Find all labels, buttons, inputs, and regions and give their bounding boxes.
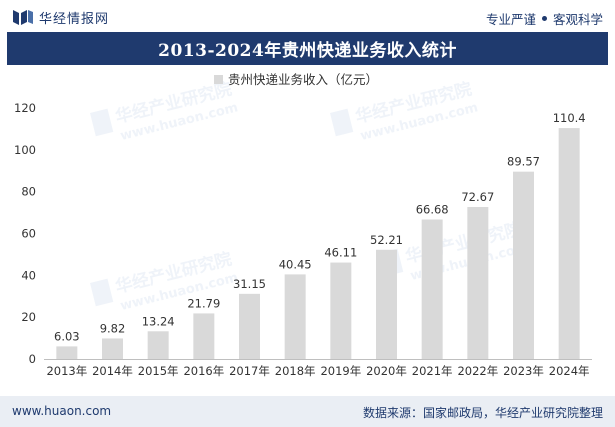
bar xyxy=(375,249,398,359)
footer: www.huaon.com 数据来源：国家邮政局，华经产业研究院整理 xyxy=(0,396,615,427)
x-tick-label: 2022年 xyxy=(457,364,498,378)
bar xyxy=(193,313,215,359)
y-tick-label: 0 xyxy=(29,352,36,366)
x-tick-label: 2021年 xyxy=(412,364,453,378)
x-tick-label: 2017年 xyxy=(229,364,270,378)
x-tick-label: 2019年 xyxy=(320,364,361,378)
top-bar: 华经情报网 专业严谨 客观科学 xyxy=(0,0,615,32)
bar xyxy=(101,338,124,359)
x-tick-label: 2020年 xyxy=(366,364,407,378)
bar xyxy=(147,331,169,359)
bar-value-label: 46.11 xyxy=(324,246,357,260)
x-tick-label: 2014年 xyxy=(92,364,133,378)
slogan: 专业严谨 客观科学 xyxy=(486,9,603,28)
bar-value-label: 21.79 xyxy=(187,296,220,310)
x-tick-label: 2016年 xyxy=(183,364,224,378)
x-axis: 2013年 2014年 2015年 2016年 2017年 2018年 2019年 2020年… xyxy=(44,359,592,378)
slogan-dot-icon xyxy=(541,16,547,21)
brand-name: 华经情报网 xyxy=(39,11,110,27)
bar xyxy=(421,219,443,359)
bar-value-label: 40.45 xyxy=(279,257,312,271)
bar-value-label: 9.82 xyxy=(100,321,126,335)
slogan-right: 客观科学 xyxy=(552,12,603,27)
bar xyxy=(56,346,78,359)
bar xyxy=(330,262,352,359)
bar xyxy=(558,128,580,359)
chart-legend: 贵州快递业务收入（亿元） xyxy=(214,72,378,87)
bar-value-label: 31.15 xyxy=(233,277,266,291)
bar xyxy=(512,171,535,359)
brand[interactable]: 华经情报网 xyxy=(12,8,110,27)
brand-logo-icon xyxy=(13,10,33,25)
y-tick-label: 40 xyxy=(21,268,36,282)
x-tick-label: 2015年 xyxy=(138,364,179,378)
x-tick-label: 2023年 xyxy=(503,364,544,378)
slogan-left: 专业严谨 xyxy=(485,12,536,27)
footer-source: 数据来源：国家邮政局，华经产业研究院整理 xyxy=(362,406,603,420)
bar-value-label: 66.68 xyxy=(416,203,449,217)
y-tick-label: 120 xyxy=(14,101,36,115)
bar-value-label: 89.57 xyxy=(507,155,540,169)
bar-value-label: 110.4 xyxy=(553,111,586,125)
chart-title: 2013-2024年贵州快递业务收入统计 xyxy=(7,32,608,65)
y-tick-label: 100 xyxy=(14,143,36,157)
bar-value-label: 13.24 xyxy=(142,314,175,328)
y-tick-label: 80 xyxy=(21,185,36,199)
bar-value-label: 52.21 xyxy=(370,233,403,247)
footer-url[interactable]: www.huaon.com xyxy=(12,404,112,418)
bar xyxy=(284,274,306,359)
bar-series: 6.03 9.82 13.24 21.79 31.15 40.45 46.11 52.21 66… xyxy=(54,111,586,359)
x-tick-label: 2013年 xyxy=(46,364,87,378)
legend-swatch xyxy=(214,75,223,84)
bar xyxy=(467,206,489,359)
bar-chart: 华经产业研究院 www.huaon.com 华经产业研究院 www.huaon.… xyxy=(14,72,592,378)
legend-label: 贵州快递业务收入（亿元） xyxy=(228,72,378,87)
y-axis: 0 20 40 60 80 100 120 xyxy=(14,101,36,366)
y-tick-label: 60 xyxy=(21,227,36,241)
bar xyxy=(238,293,261,359)
y-tick-label: 20 xyxy=(21,310,36,324)
x-tick-label: 2018年 xyxy=(275,364,316,378)
bar-value-label: 6.03 xyxy=(54,329,80,343)
bar-value-label: 72.67 xyxy=(461,190,494,204)
x-tick-label: 2024年 xyxy=(549,364,590,378)
